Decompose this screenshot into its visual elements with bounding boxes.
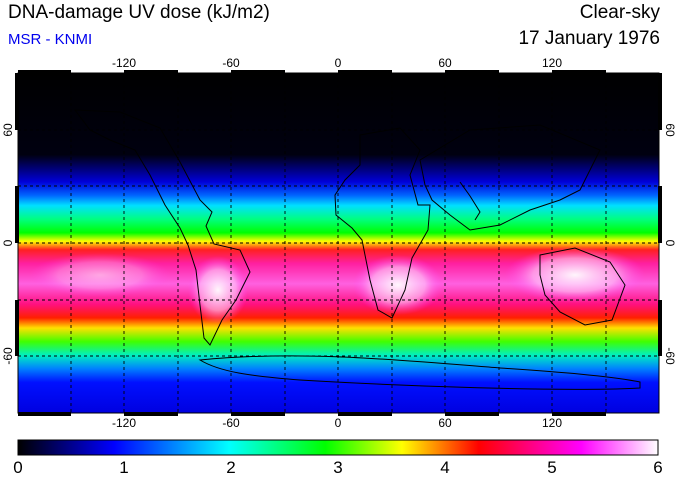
- date-label: 17 January 1976: [518, 28, 660, 49]
- colorbar-tick: 6: [653, 458, 663, 477]
- lon-tick-top: -60: [222, 56, 240, 70]
- colorbar-tick: 2: [226, 458, 236, 477]
- colorbar-tick: 3: [333, 458, 343, 477]
- hot-region-australia: [505, 247, 645, 303]
- lat-tick-left: -60: [1, 347, 15, 365]
- lon-tick-bottom: 120: [542, 416, 562, 430]
- lon-tick-bottom: -60: [222, 416, 240, 430]
- lon-tick-top: 120: [542, 56, 562, 70]
- lat-tick-left: 0: [1, 239, 15, 246]
- colorbar: [17, 439, 659, 456]
- coastlines: [73, 109, 641, 390]
- lat-tick-left: 60: [1, 123, 15, 137]
- colorbar-tick: 1: [119, 458, 129, 477]
- hot-region-pacific: [30, 253, 170, 297]
- hot-region-south-america: [188, 256, 248, 324]
- source-label: MSR - KNMI: [8, 31, 93, 48]
- lon-tick-bottom: 60: [438, 416, 452, 430]
- graticule: [18, 73, 659, 413]
- map-title: DNA-damage UV dose (kJ/m2): [8, 2, 270, 23]
- lon-tick-top: -120: [112, 56, 136, 70]
- lon-tick-top: 60: [438, 56, 452, 70]
- lon-tick-top: 0: [335, 56, 342, 70]
- lon-tick-bottom: 0: [335, 416, 342, 430]
- colorbar-tick: 0: [13, 458, 23, 477]
- lon-tick-bottom: -120: [112, 416, 136, 430]
- colorbar-tick: 5: [547, 458, 557, 477]
- lat-tick-right: 60: [663, 123, 677, 137]
- colorbar-tick: 4: [440, 458, 450, 477]
- frame-bars: [15, 70, 662, 416]
- lat-tick-right: -60: [663, 347, 677, 365]
- sky-condition-label: Clear-sky: [579, 2, 660, 23]
- lat-tick-right: 0: [663, 240, 677, 247]
